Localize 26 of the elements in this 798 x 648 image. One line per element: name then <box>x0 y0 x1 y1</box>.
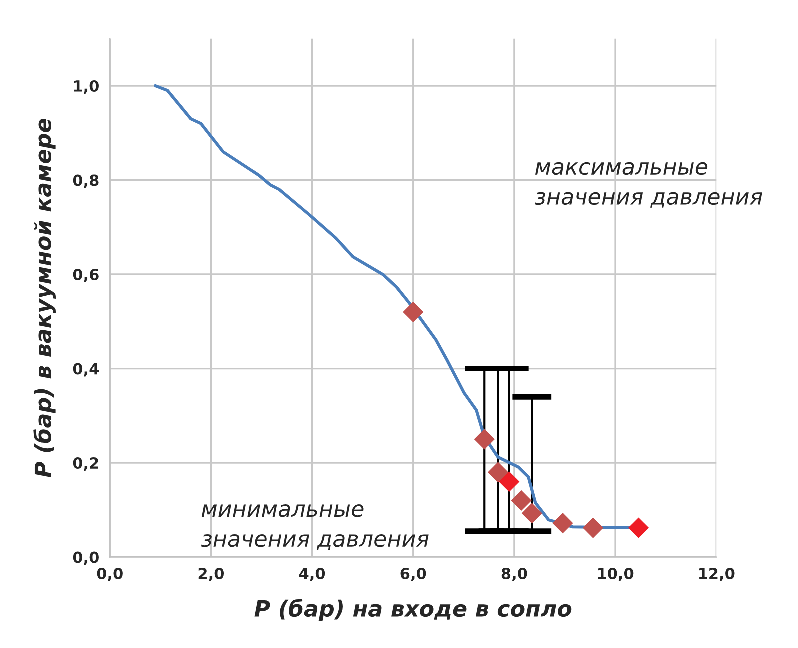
x-tick-label: 12,0 <box>699 568 735 582</box>
y-tick-label: 1,0 <box>74 80 99 94</box>
x-tick-label: 2,0 <box>198 568 224 582</box>
point <box>511 490 532 512</box>
x-axis-title: P (бар) на входе в сопло <box>254 599 572 622</box>
y-tick-label: 0,2 <box>73 457 98 471</box>
x-tick-label: 0,0 <box>97 568 123 582</box>
y-tick-label: 0,6 <box>73 268 99 282</box>
point <box>488 462 509 483</box>
point <box>552 513 574 534</box>
y-axis-title: P (бар) в вакуумной камере <box>34 119 56 478</box>
point <box>582 518 604 538</box>
x-tick-label: 4,0 <box>299 568 326 582</box>
x-tick-label: 6,0 <box>400 568 426 582</box>
point <box>628 518 650 538</box>
point <box>522 503 542 524</box>
y-tick-label: 0,0 <box>73 552 99 566</box>
point <box>499 472 520 492</box>
y-tick-label: 0,4 <box>73 363 100 377</box>
x-tick-label: 10,0 <box>598 568 634 582</box>
x-tick-label: 8,0 <box>502 568 528 582</box>
point <box>403 302 424 323</box>
point <box>474 429 495 450</box>
annotation: максимальные значения давления <box>534 162 762 208</box>
y-tick-label: 0,8 <box>73 174 99 188</box>
annotation: минимальные значения давления <box>201 504 429 550</box>
